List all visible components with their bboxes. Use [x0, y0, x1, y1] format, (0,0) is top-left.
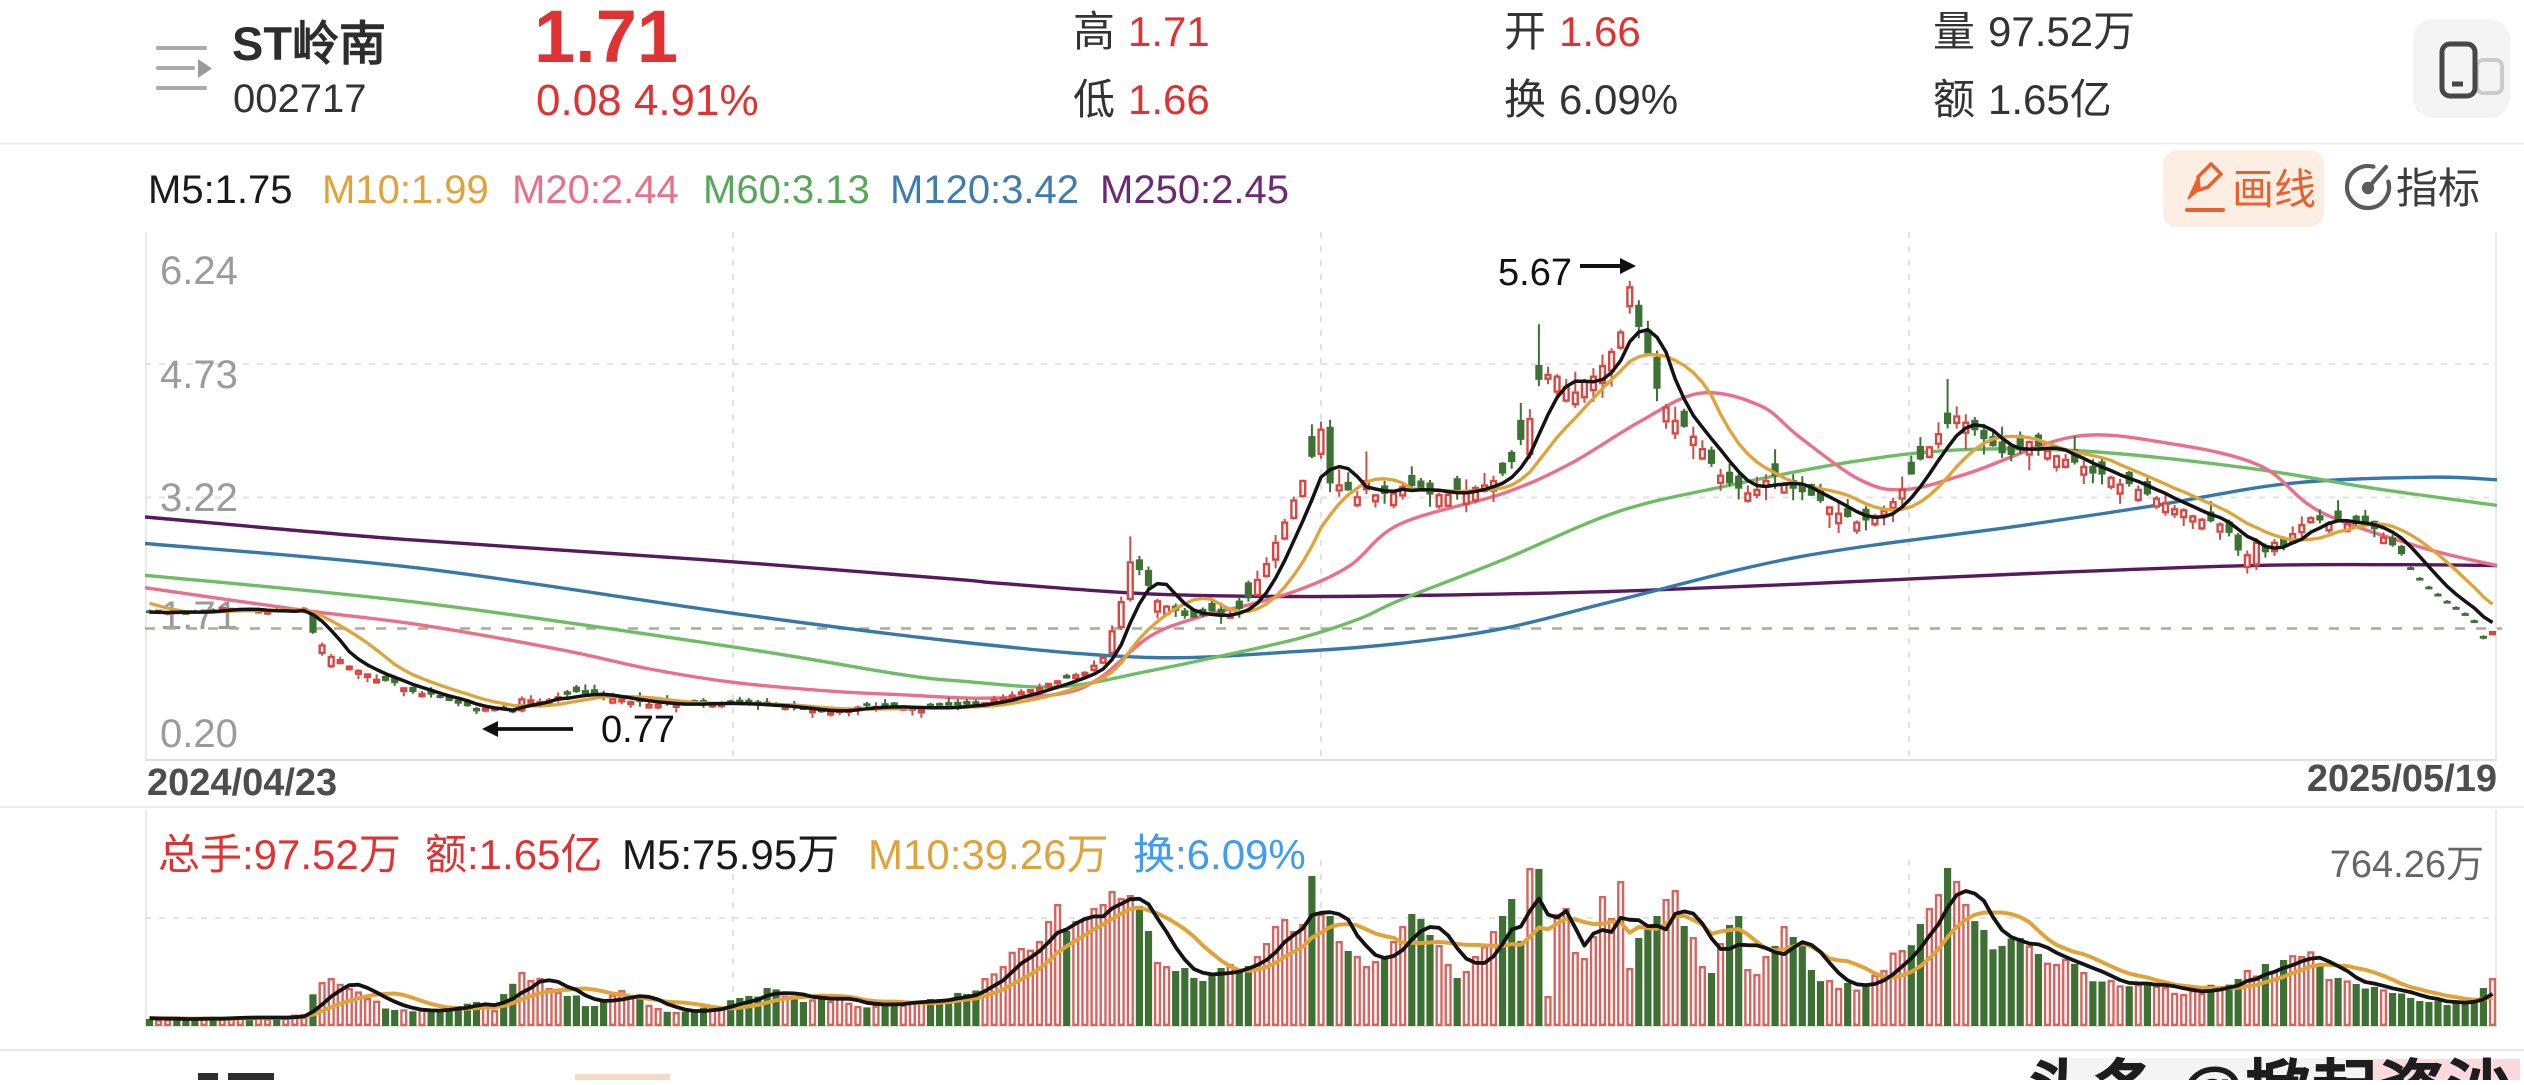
svg-text:97.52万: 97.52万: [1988, 8, 2135, 55]
svg-text:0.20: 0.20: [160, 712, 238, 756]
svg-text:换:6.09%: 换:6.09%: [1133, 831, 1306, 878]
svg-text:6.09%: 6.09%: [1559, 76, 1678, 123]
svg-text:1.71: 1.71: [534, 0, 678, 78]
svg-text:量: 量: [1933, 8, 1975, 55]
svg-text:6.24: 6.24: [160, 249, 238, 293]
svg-text:2024/04/23: 2024/04/23: [147, 762, 337, 804]
svg-text:ST岭南: ST岭南: [232, 17, 386, 70]
svg-text:M120:3.42: M120:3.42: [890, 168, 1079, 212]
svg-text:5.67: 5.67: [1498, 252, 1572, 294]
svg-text:4.73: 4.73: [160, 353, 238, 397]
svg-text:低: 低: [1073, 76, 1115, 123]
svg-text:总手:97.52万: 总手:97.52万: [158, 831, 401, 878]
svg-text:指标: 指标: [2396, 165, 2480, 212]
svg-text:额: 额: [1933, 76, 1975, 123]
svg-text:M250:2.45: M250:2.45: [1100, 168, 1289, 212]
svg-text:M10:39.26万: M10:39.26万: [868, 831, 1108, 878]
svg-text:额:1.65亿: 额:1.65亿: [425, 831, 602, 878]
svg-text:1.71: 1.71: [1128, 8, 1210, 55]
svg-text:M10:1.99: M10:1.99: [322, 168, 489, 212]
svg-text:M60:3.13: M60:3.13: [703, 168, 870, 212]
svg-text:764.26万: 764.26万: [2330, 844, 2484, 886]
svg-text:002717: 002717: [233, 77, 366, 121]
svg-text:1.71: 1.71: [160, 594, 238, 638]
svg-text:0.77: 0.77: [601, 709, 675, 751]
svg-text:1.66: 1.66: [1559, 8, 1641, 55]
svg-text:1.65亿: 1.65亿: [1988, 76, 2112, 123]
svg-text:1.66: 1.66: [1128, 76, 1210, 123]
svg-text:头条 @掀起资沙: 头条 @掀起资沙: [2026, 1054, 2513, 1080]
svg-text:0.08 4.91%: 0.08 4.91%: [536, 76, 759, 125]
svg-text:画线: 画线: [2232, 166, 2316, 213]
svg-text:高: 高: [1073, 8, 1115, 55]
svg-text:M5:75.95万: M5:75.95万: [622, 831, 839, 878]
svg-text:开: 开: [1504, 8, 1546, 55]
svg-text:换: 换: [1504, 76, 1546, 123]
svg-text:M5:1.75: M5:1.75: [148, 168, 293, 212]
svg-text:M20:2.44: M20:2.44: [512, 168, 679, 212]
svg-text:2025/05/19: 2025/05/19: [2307, 758, 2497, 800]
svg-text:3.22: 3.22: [160, 476, 238, 520]
